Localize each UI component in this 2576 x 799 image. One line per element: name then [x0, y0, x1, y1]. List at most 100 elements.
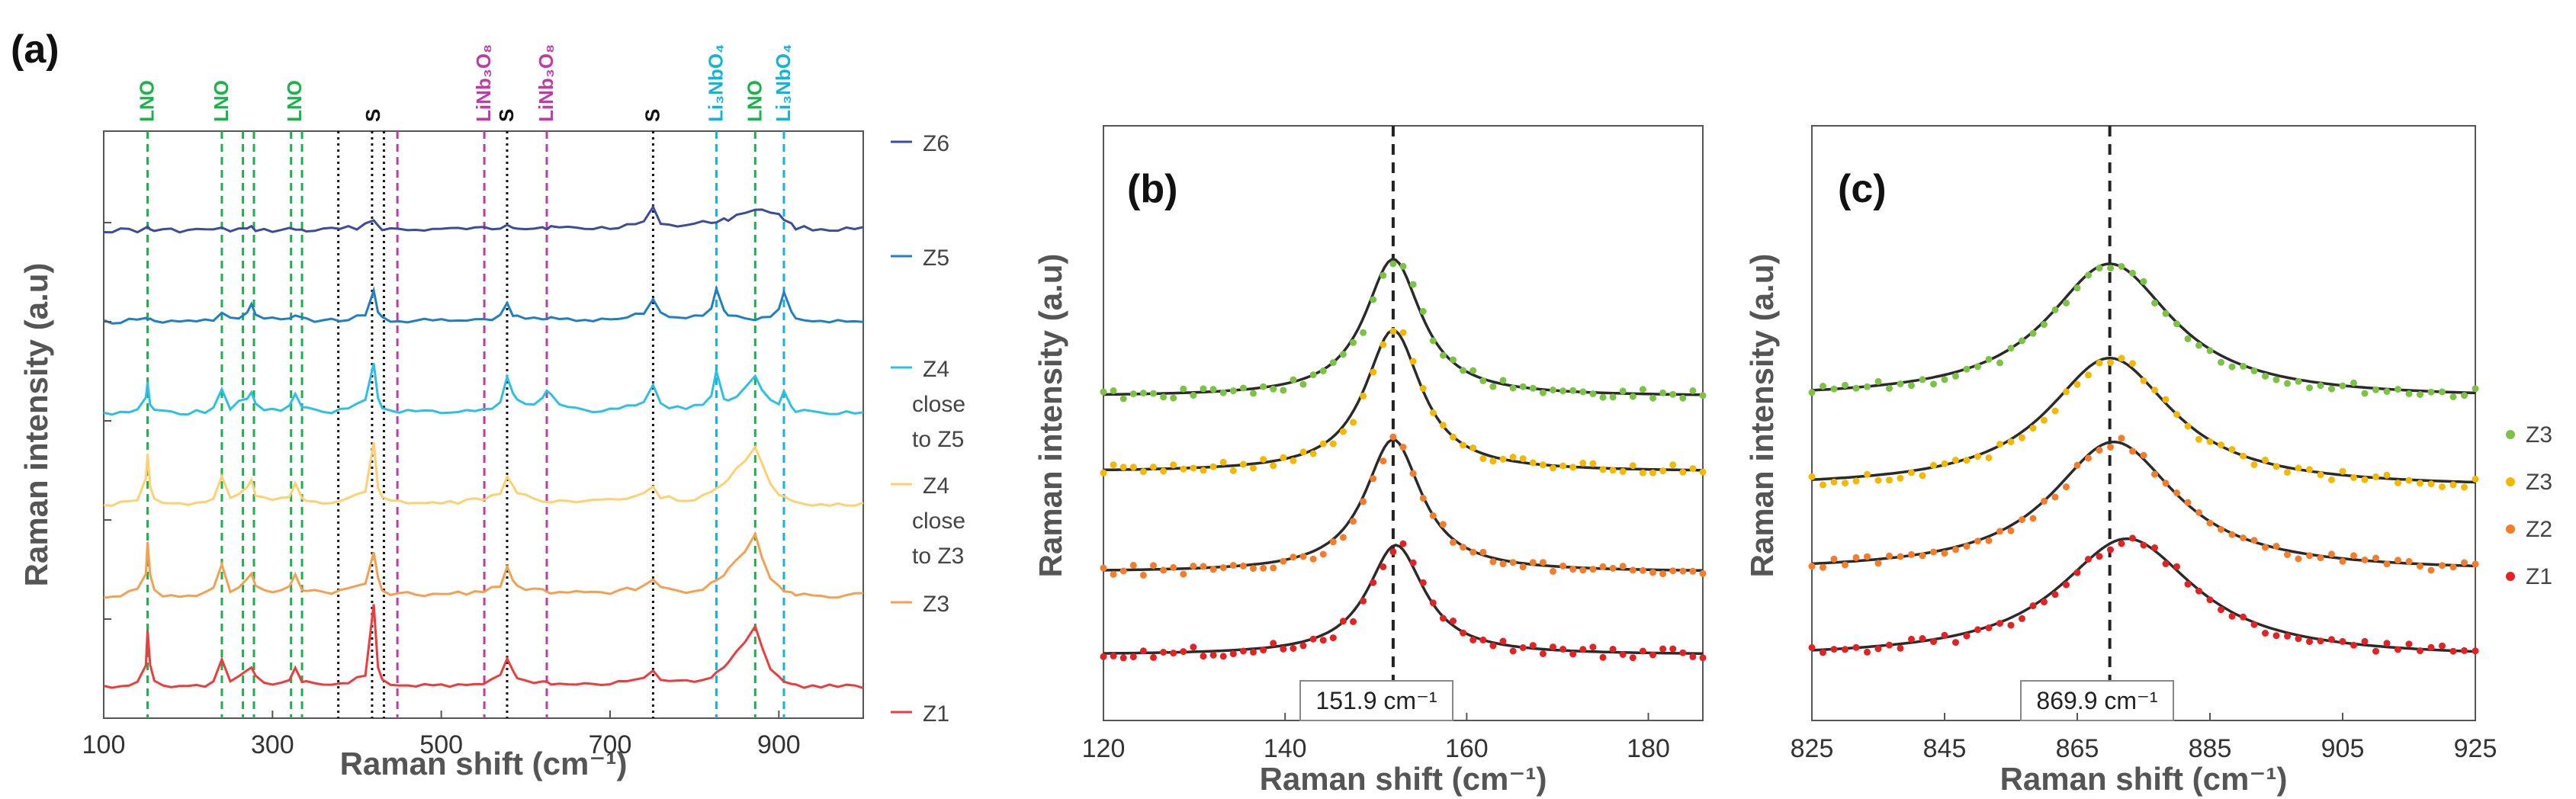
data-point	[1897, 553, 1904, 560]
data-point	[1479, 455, 1487, 462]
data-point	[1290, 457, 1297, 464]
data-point	[1864, 470, 1871, 478]
panel-b-xlabel: Raman shift (cm⁻¹)	[1260, 761, 1547, 797]
panel-c: (c) Raman intensity (a.u) Raman shift (c…	[1744, 125, 2552, 797]
data-point	[1639, 469, 1646, 477]
data-point	[2019, 614, 2025, 622]
data-point	[1239, 562, 1247, 570]
panel-b-annotation: 151.9 cm⁻¹	[1299, 680, 1453, 721]
data-point	[1350, 339, 1357, 346]
data-point	[2449, 647, 2457, 655]
data-point	[1160, 649, 1168, 656]
data-point	[2173, 489, 2180, 496]
data-point	[2129, 360, 2136, 367]
data-point	[2295, 464, 2302, 472]
data-point	[2240, 362, 2247, 370]
data-point	[1985, 537, 1993, 544]
data-point	[1930, 380, 1937, 388]
data-point	[2250, 621, 2258, 628]
data-point	[1129, 653, 1137, 661]
data-point	[1509, 384, 1517, 392]
data-point	[2041, 598, 2048, 606]
data-point	[1110, 570, 1117, 578]
data-point	[2073, 569, 2081, 576]
data-point	[2007, 527, 2015, 534]
data-point	[1842, 561, 1848, 569]
data-point	[2195, 509, 2202, 516]
data-point	[1830, 646, 1838, 653]
data-point	[2173, 563, 2180, 570]
data-point	[2350, 552, 2357, 560]
data-point	[1985, 454, 1993, 461]
legend-label-2-2: to Z5	[912, 427, 964, 452]
data-point	[1129, 390, 1137, 398]
data-point	[2361, 557, 2369, 563]
data-point	[1689, 387, 1697, 394]
panel-c-xticks: 825 845 865 885 905 925	[1791, 713, 2497, 763]
data-point	[1599, 653, 1607, 661]
data-point	[1200, 385, 1207, 393]
data-point	[2295, 555, 2302, 563]
data-point	[1579, 459, 1587, 467]
data-point	[2472, 475, 2479, 483]
data-point	[1200, 563, 1207, 570]
data-point	[1842, 646, 1848, 653]
data-point	[1139, 647, 1147, 655]
data-point	[2461, 559, 2468, 566]
data-point	[1389, 327, 1397, 335]
data-point	[2228, 363, 2236, 371]
legend-label-1: Z3	[2526, 470, 2552, 495]
data-point	[2063, 388, 2070, 396]
legend-label-2-1: close	[912, 392, 965, 417]
spectrum-z3	[103, 531, 864, 599]
x-tick-label: 905	[2321, 734, 2365, 763]
data-point	[1409, 358, 1417, 365]
data-point	[2019, 434, 2025, 441]
data-point	[2372, 473, 2379, 480]
data-point	[2372, 386, 2379, 393]
data-point	[1469, 444, 1477, 451]
data-point	[2339, 467, 2346, 475]
data-point	[1589, 566, 1597, 573]
legend-label-4-0: Z3	[923, 592, 949, 617]
data-point	[1119, 395, 1127, 403]
data-point	[1629, 393, 1636, 400]
spectrum-z4-close-to-z5	[103, 363, 864, 416]
data-point	[2250, 461, 2258, 468]
x-tick-label: 700	[589, 730, 632, 759]
data-point	[1919, 376, 1926, 383]
data-point	[1399, 329, 1407, 336]
data-point	[1309, 555, 1317, 563]
data-point	[1119, 654, 1127, 662]
data-point	[1299, 448, 1307, 456]
data-point	[1270, 640, 1277, 647]
data-point	[1119, 567, 1127, 575]
data-point	[1380, 271, 1387, 279]
data-point	[1996, 528, 2003, 535]
panel-c-series	[1808, 262, 2479, 656]
data-point	[2405, 640, 2413, 648]
data-point	[2339, 382, 2346, 390]
panel-c-legend: Z3 Z3 Z2 Z1	[2506, 422, 2552, 589]
data-point	[1808, 643, 1816, 651]
data-point	[1559, 646, 1567, 653]
data-point	[2361, 476, 2369, 483]
data-point	[2295, 635, 2302, 643]
data-point	[1599, 466, 1607, 473]
panel-c-annotation: 869.9 cm⁻¹	[2020, 680, 2174, 721]
data-point	[1499, 560, 1507, 568]
data-point	[1469, 548, 1477, 556]
panel-a-series	[103, 204, 864, 689]
data-point	[2096, 553, 2103, 560]
peak-label-3: S	[361, 109, 384, 122]
data-point	[1669, 461, 1677, 469]
data-point	[2439, 642, 2446, 650]
data-point	[2218, 606, 2224, 614]
peak-label-10: Li₃NbO₄	[772, 44, 795, 122]
panel-b-ylabel: Raman intensity (a.u)	[1033, 254, 1068, 578]
data-point	[1450, 618, 1457, 624]
data-point	[2063, 483, 2070, 491]
data-point	[1963, 365, 1971, 373]
data-point	[2317, 637, 2324, 645]
legend-label-3-1: close	[912, 509, 965, 534]
